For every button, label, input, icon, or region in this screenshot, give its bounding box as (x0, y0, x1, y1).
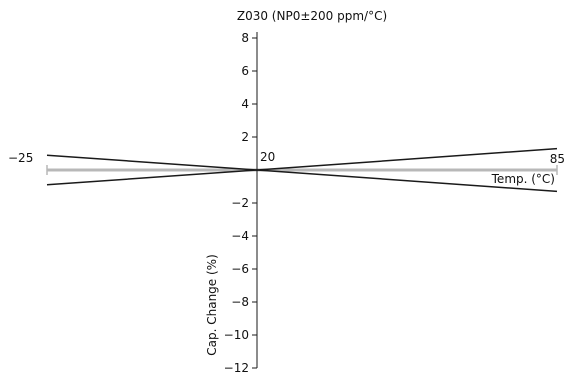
y-tick-label: −6 (231, 262, 249, 276)
x-tick-label: 85 (550, 152, 565, 166)
chart-title: Z030 (NP0±200 ppm/°C) (237, 9, 387, 23)
series-line-1 (46, 147, 558, 171)
y-tick-label: 4 (241, 97, 249, 111)
series-line-2 (46, 169, 558, 193)
y-tick-label: −4 (231, 229, 249, 243)
y-tick-label: −8 (231, 295, 249, 309)
y-tick-label: −10 (224, 328, 249, 342)
y-axis-label: Cap. Change (%) (205, 254, 219, 356)
y-tick-label: −2 (231, 196, 249, 210)
y-tick-label: −12 (224, 361, 249, 375)
x-axis-label: Temp. (°C) (491, 172, 555, 186)
x-tick-label: 20 (260, 150, 275, 164)
y-tick-label: 6 (241, 64, 249, 78)
y-tick-label: 2 (241, 130, 249, 144)
y-tick-label: 8 (241, 31, 249, 45)
x-tick-label: −25 (8, 151, 33, 165)
